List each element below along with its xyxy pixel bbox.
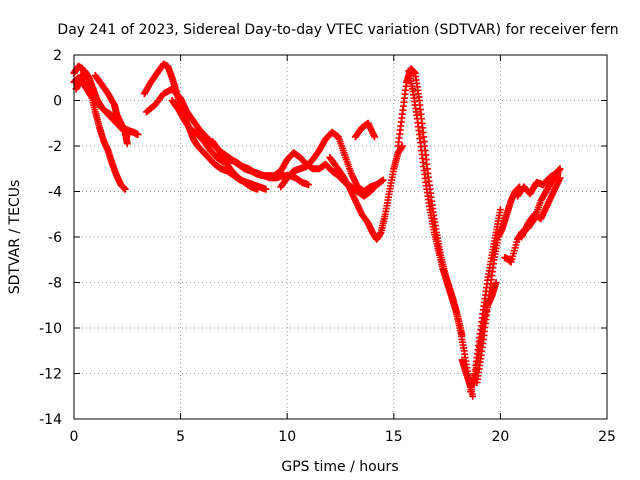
grid: [74, 55, 607, 419]
y-tick-label: 0: [53, 94, 62, 110]
point-markers: [473, 183, 524, 387]
chart-title: Day 241 of 2023, Sidereal Day-to-day VTE…: [57, 22, 618, 38]
x-tick-label: 5: [176, 429, 185, 445]
point-markers: [514, 165, 564, 200]
series-track-g: [168, 97, 387, 200]
y-tick-label: -6: [48, 230, 62, 246]
series-track-m: [405, 67, 477, 400]
y-tick-labels: 2 0 -2 -4 -6 -8 -10 -12 -14: [39, 48, 62, 428]
y-tick-label: -14: [39, 412, 62, 428]
x-tick-labels: 0 5 10 15 20 25: [70, 429, 616, 445]
y-tick-label: -2: [48, 139, 62, 155]
x-tick-label: 20: [491, 429, 509, 445]
point-markers: [326, 142, 406, 243]
series-track-r: [514, 165, 564, 200]
series-track-d: [91, 72, 131, 148]
series-track-s: [518, 174, 564, 241]
point-markers: [351, 119, 379, 141]
x-tick-label: 10: [278, 429, 296, 445]
point-markers: [467, 206, 504, 396]
series-track-k: [351, 119, 379, 141]
y-tick-label: -12: [39, 367, 62, 383]
point-markers: [209, 137, 261, 193]
series-track-i: [277, 128, 381, 195]
data-points: [70, 60, 564, 400]
point-markers: [405, 67, 477, 400]
point-markers: [277, 128, 381, 195]
x-tick-label: 25: [598, 429, 616, 445]
x-axis-label: GPS time / hours: [281, 459, 398, 475]
y-axis-label: SDTVAR / TECUs: [7, 180, 23, 295]
y-tick-label: -10: [39, 321, 62, 337]
point-markers: [168, 97, 387, 200]
point-markers: [518, 174, 564, 241]
series-track-h: [209, 137, 261, 193]
y-tick-label: -8: [48, 276, 62, 292]
y-tick-label: 2: [53, 48, 62, 64]
point-markers: [91, 72, 131, 148]
plot-frame: [73, 54, 608, 420]
series-track-o: [467, 206, 504, 396]
x-tick-label: 15: [385, 429, 403, 445]
y-tick-label: -4: [48, 185, 62, 201]
axis-ticks: [73, 54, 608, 420]
series-track-j: [326, 142, 406, 243]
point-markers: [72, 67, 142, 139]
x-tick-label: 0: [70, 429, 79, 445]
series-track-p: [473, 183, 524, 387]
series-track-c: [72, 67, 142, 139]
